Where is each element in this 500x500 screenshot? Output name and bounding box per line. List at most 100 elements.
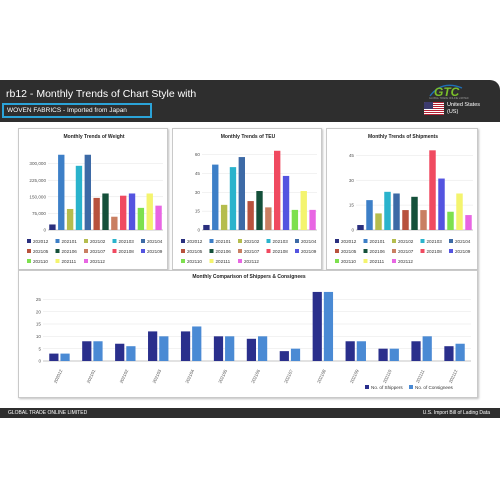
x-tick-label: 202110 [382, 368, 393, 384]
bar-202108 [429, 150, 436, 230]
legend-label: 202012 [187, 239, 203, 244]
legend-label: 202112 [90, 259, 105, 264]
legend-swatch-202109 [449, 249, 453, 253]
legend-swatch-202101 [363, 239, 368, 243]
legend-label: 202106 [216, 249, 232, 254]
legend-label: 202110 [33, 259, 48, 264]
chart-title: Monthly Trends of Shipments [368, 134, 438, 140]
y-tick-label: 0 [351, 228, 354, 233]
legend-label: 202105 [341, 249, 357, 254]
bar-202103 [75, 165, 83, 230]
y-tick-label: 300,000 [29, 161, 46, 166]
x-tick-label: 202109 [349, 368, 360, 384]
bar-202012 [357, 225, 364, 230]
legend-label: 202105 [33, 249, 49, 254]
chart-title: Monthly Trends of Weight [63, 134, 124, 140]
legend-label: 202107 [90, 249, 106, 254]
y-tick-label: 60 [195, 152, 201, 157]
legend-swatch-202107 [84, 249, 88, 253]
bar-202102 [220, 204, 228, 230]
legend-label: 202012 [341, 239, 357, 244]
footer-source: U.S. Import Bill of Lading Data [422, 410, 490, 416]
bar-202109 [128, 193, 136, 230]
legend-swatch-202012 [181, 239, 185, 243]
bar-202108 [274, 150, 281, 230]
legend-label: 202108 [119, 249, 135, 254]
legend-swatch-202012 [335, 239, 339, 243]
chart-title: Monthly Comparison of Shippers & Consign… [192, 274, 306, 280]
legend-swatch-202104 [295, 239, 299, 243]
legend-label: 202102 [90, 239, 106, 244]
legend-swatch-202102 [238, 239, 242, 243]
y-tick-label: 45 [195, 171, 201, 176]
bar-consignees-202109 [356, 341, 366, 361]
x-tick-label: 202107 [283, 368, 294, 384]
legend-swatch-202103 [112, 239, 117, 243]
legend-swatch-202101 [55, 239, 60, 243]
bar-consignees-202110 [389, 348, 399, 361]
bar-shippers-202105 [213, 336, 224, 361]
y-tick-label: 15 [349, 203, 355, 208]
legend-swatch-202104 [141, 239, 145, 243]
legend-label: 202103 [119, 239, 135, 244]
bar-202106 [102, 193, 109, 230]
bar-202102 [66, 208, 74, 230]
legend-label: 202103 [427, 239, 443, 244]
legend-label: 202108 [273, 249, 289, 254]
bar-202112 [155, 205, 162, 230]
bar-202103 [384, 191, 391, 230]
bar-consignees-202102 [126, 346, 136, 361]
legend-label: 202110 [187, 259, 202, 264]
bar-consignees-202107 [290, 348, 301, 361]
legend-swatch-shippers [365, 385, 369, 389]
bar-shippers-202101 [82, 341, 92, 361]
page-footer: GLOBAL TRADE ONLINE LIMITED U.S. Import … [0, 408, 500, 418]
x-tick-label: 202112 [448, 368, 459, 384]
product-subtitle: WOVEN FABRICS - Imported from Japan [2, 103, 152, 118]
bar-shippers-202103 [148, 331, 158, 361]
x-tick-label: 202103 [152, 368, 163, 384]
legend-label: 202112 [244, 259, 259, 264]
report-title: rb12 - Monthly Trends of Chart Style wit… [6, 88, 197, 100]
y-tick-label: 0 [197, 228, 200, 233]
weight-chart-panel: Monthly Trends of Weight 0 75,000 150,000 22… [18, 128, 168, 270]
legend-label: 202107 [398, 249, 414, 254]
y-tick-label: 45 [349, 153, 355, 158]
bar-202110 [291, 209, 299, 230]
bar-202107 [420, 210, 427, 230]
bar-202107 [265, 207, 272, 230]
legend-label: 202106 [62, 249, 78, 254]
bar-shippers-202102 [115, 343, 125, 361]
y-tick-label: 5 [38, 346, 41, 351]
bar-202105 [402, 210, 409, 230]
bar-202102 [375, 213, 382, 230]
bar-202104 [84, 154, 91, 230]
bar-consignees-202106 [257, 336, 268, 361]
x-tick-label: 202106 [250, 368, 261, 384]
bar-202101 [212, 164, 219, 230]
bar-202012 [49, 224, 56, 230]
bar-202103 [229, 167, 237, 230]
bar-consignees-202111 [422, 336, 432, 361]
bar-shippers-202111 [411, 341, 421, 361]
bar-202012 [203, 224, 210, 230]
legend-label: 202104 [301, 239, 317, 244]
legend-swatch-202106 [55, 249, 60, 253]
legend-label: 202109 [301, 249, 317, 254]
legend-label: 202102 [244, 239, 260, 244]
shipments-chart: Monthly Trends of Shipments 0 15 30 45 202012… [335, 134, 473, 264]
bar-consignees-202103 [159, 336, 169, 361]
bar-202110 [137, 207, 145, 230]
bar-202107 [111, 216, 118, 230]
legend-label: 202111 [62, 259, 77, 264]
y-tick-label: 75,000 [32, 211, 46, 216]
legend-swatch-consignees [409, 385, 413, 389]
bar-202112 [465, 215, 472, 230]
legend-label: 202107 [244, 249, 260, 254]
bar-202111 [456, 193, 463, 230]
gtc-logo: GTC [428, 82, 466, 99]
legend-swatch-202106 [209, 249, 214, 253]
legend-swatch-202110 [181, 259, 185, 263]
legend-swatch-202102 [392, 239, 396, 243]
bar-consignees-202105 [225, 336, 235, 361]
